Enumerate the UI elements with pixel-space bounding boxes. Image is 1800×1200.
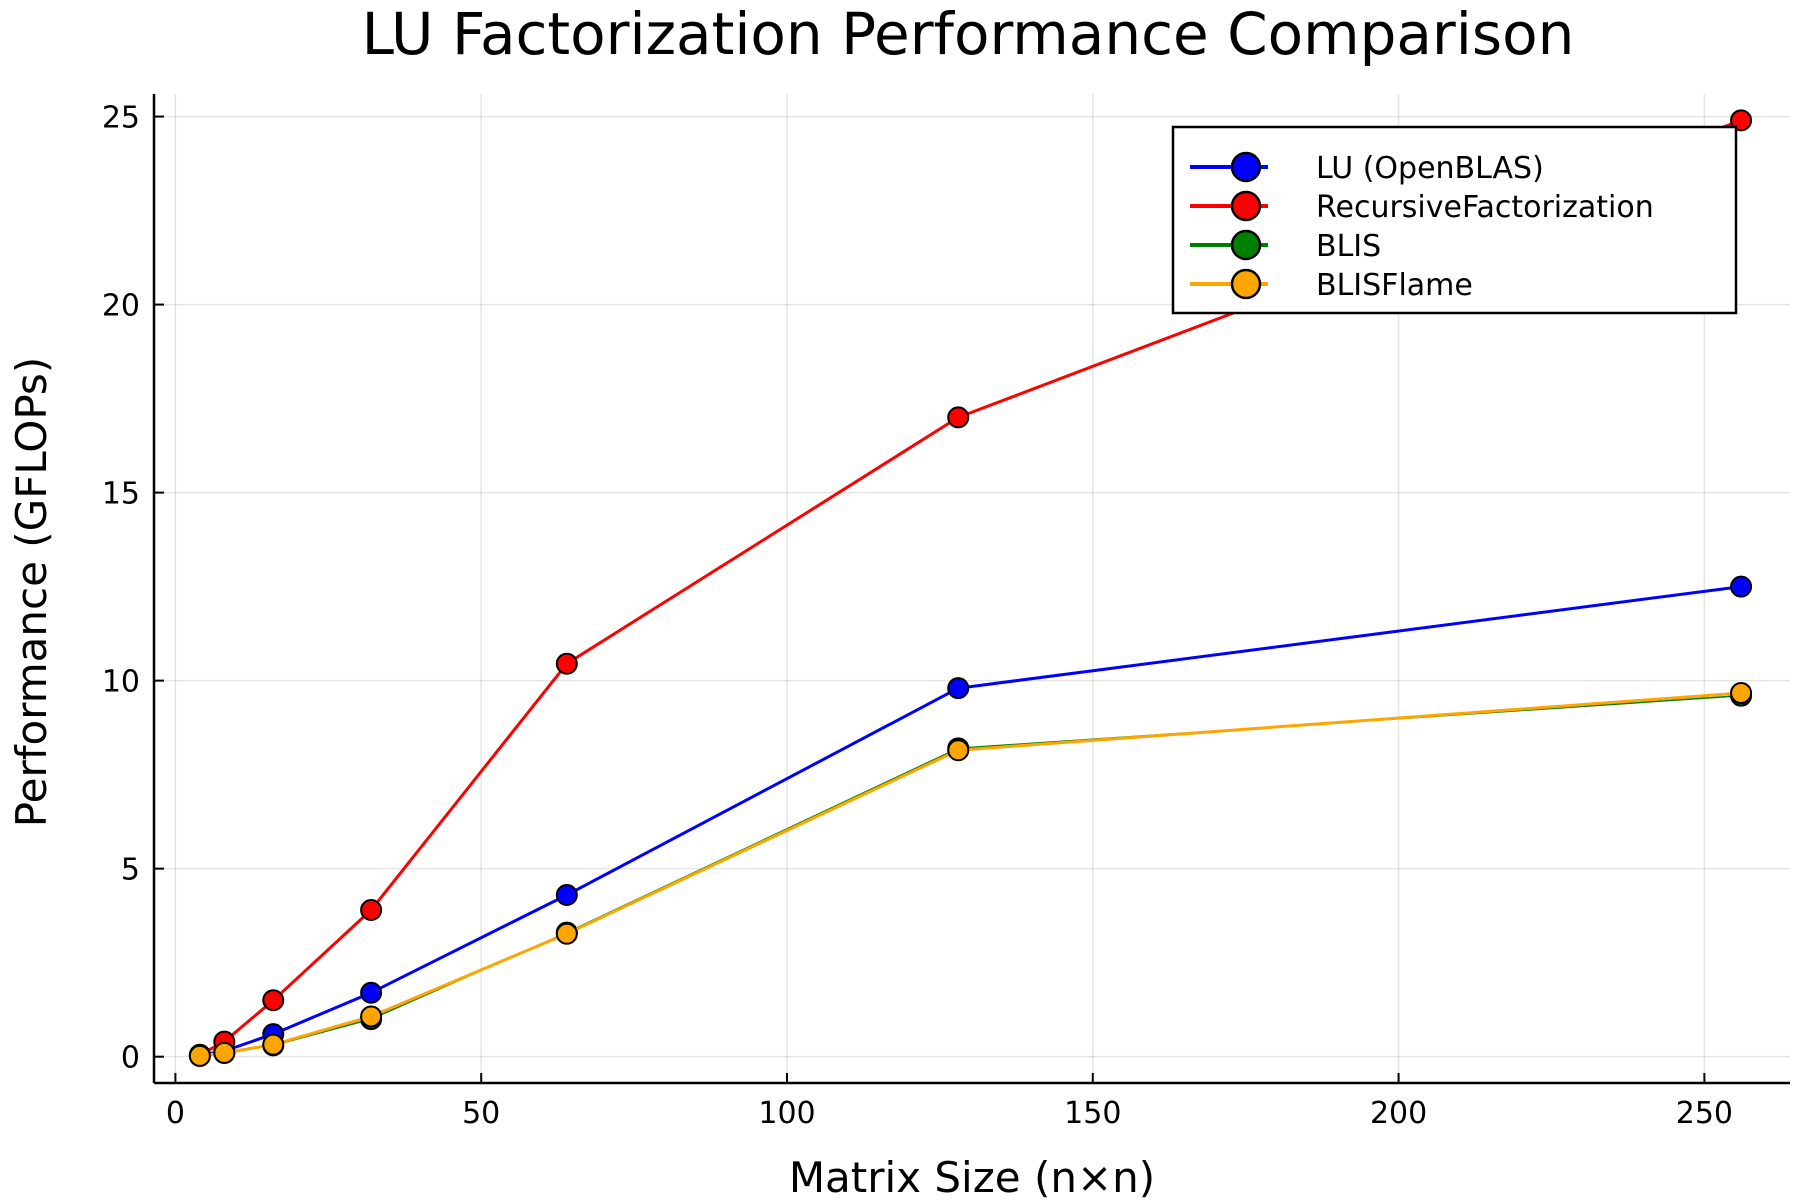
data-point (555, 922, 578, 945)
data-point (262, 989, 285, 1012)
data-point (360, 1005, 383, 1028)
x-tick-label: 250 (1676, 1096, 1733, 1131)
axes: 0 50 100 150 200 250 0 5 10 15 20 25 (102, 94, 1790, 1131)
data-point (555, 883, 578, 906)
legend-entry-label: RecursiveFactorization (1316, 190, 1654, 225)
y-tick-label: 10 (102, 665, 140, 700)
data-point (213, 1041, 236, 1064)
series-3 (188, 682, 1753, 1067)
data-point (360, 981, 383, 1004)
y-tick-label: 25 (102, 101, 140, 136)
data-point (262, 1033, 285, 1056)
series-line (198, 585, 1743, 1057)
data-point (947, 406, 970, 429)
data-point (1730, 682, 1753, 705)
data-point (1730, 575, 1753, 598)
legend-entry-label: BLISFlame (1316, 268, 1473, 303)
x-tick-label: 200 (1370, 1096, 1427, 1131)
legend-entry-label: LU (OpenBLAS) (1316, 151, 1544, 186)
legend-marker-swatch (1230, 268, 1262, 300)
y-tick-label: 0 (121, 1041, 140, 1076)
data-point (947, 677, 970, 700)
series-2 (188, 684, 1753, 1067)
x-tick-label: 0 (166, 1096, 185, 1131)
x-axis-label: Matrix Size (n×n) (789, 1153, 1155, 1200)
legend-marker-swatch (1230, 190, 1262, 222)
x-tick-label: 100 (758, 1096, 815, 1131)
series-group (188, 109, 1753, 1067)
legend-marker-swatch (1230, 151, 1262, 183)
legend-marker-swatch (1230, 229, 1262, 261)
series-0 (188, 575, 1753, 1067)
y-axis-label: Performance (GFLOPs) (7, 357, 56, 827)
data-point (947, 739, 970, 762)
legend: LU (OpenBLAS) RecursiveFactorization BLIS B… (1171, 125, 1738, 315)
chart-title: LU Factorization Performance Comparison (362, 0, 1575, 68)
y-tick-label: 15 (102, 477, 140, 512)
y-tick-label: 20 (102, 289, 140, 324)
series-1 (188, 109, 1753, 1066)
y-tick-label: 5 (121, 853, 140, 888)
data-point (360, 899, 383, 922)
data-point (188, 1044, 211, 1067)
data-point (555, 652, 578, 675)
x-tick-label: 150 (1064, 1096, 1121, 1131)
x-tick-label: 50 (462, 1096, 500, 1131)
data-point (1730, 109, 1753, 132)
legend-entry-label: BLIS (1316, 229, 1381, 264)
